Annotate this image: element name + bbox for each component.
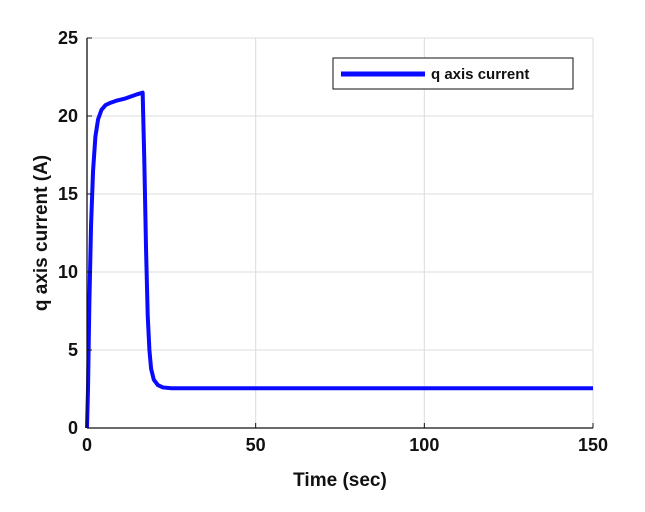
- axes-layer: 0 50 100 150 0 5 10 15 20 25: [58, 28, 608, 455]
- y-tick-label: 25: [58, 28, 78, 48]
- y-axis-label: q axis current (A): [31, 155, 52, 311]
- plot-area: [87, 38, 593, 428]
- y-tick-label: 0: [68, 418, 78, 438]
- y-tick-label: 20: [58, 106, 78, 126]
- legend-label-q-axis-current: q axis current: [431, 66, 529, 83]
- legend: q axis current: [332, 57, 574, 90]
- x-tick-label: 150: [578, 435, 608, 455]
- grid-layer: [86, 37, 594, 429]
- x-tick-label: 100: [409, 435, 439, 455]
- x-tick-label: 50: [246, 435, 266, 455]
- x-tick-label: 0: [82, 435, 92, 455]
- y-tick-label: 15: [58, 184, 78, 204]
- series-line-q-axis-current: [85, 90, 593, 429]
- series-layer: [85, 90, 593, 429]
- y-tick-label: 5: [68, 340, 78, 360]
- x-axis-label: Time (sec): [293, 470, 387, 491]
- y-tick-label: 10: [58, 262, 78, 282]
